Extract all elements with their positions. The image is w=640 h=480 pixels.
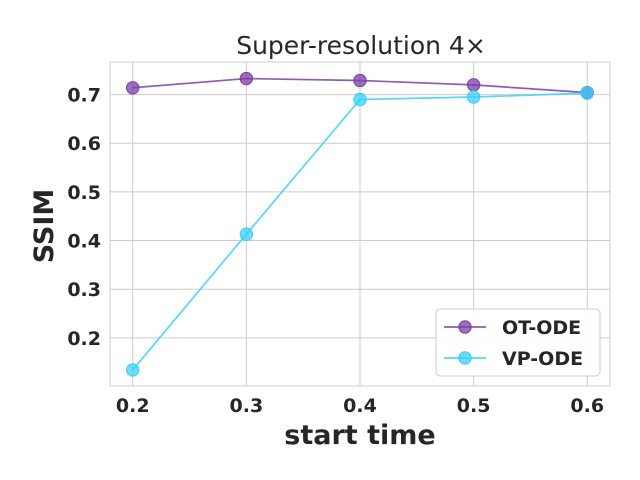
x-axis-label: start time bbox=[284, 420, 435, 451]
data-point bbox=[126, 363, 140, 377]
x-tick-label: 0.4 bbox=[343, 395, 377, 417]
y-tick-label: 0.7 bbox=[67, 85, 101, 107]
chart-title: Super-resolution 4× bbox=[236, 31, 486, 60]
legend-label: VP-ODE bbox=[502, 348, 583, 370]
legend-box bbox=[435, 308, 601, 377]
y-tick-label: 0.4 bbox=[67, 231, 101, 253]
data-point bbox=[353, 92, 367, 107]
data-point bbox=[466, 90, 481, 104]
data-point bbox=[580, 86, 594, 100]
data-point bbox=[239, 71, 254, 86]
y-tick-labels: 0.2 0.3 0.4 0.5 0.6 0.7 bbox=[67, 85, 101, 350]
legend-marker bbox=[458, 351, 472, 365]
data-point bbox=[126, 81, 140, 95]
series-layer bbox=[126, 71, 594, 377]
y-tick-label: 0.5 bbox=[67, 182, 101, 204]
y-tick-label: 0.3 bbox=[67, 279, 101, 301]
plot-frame bbox=[109, 61, 611, 387]
x-tick-label: 0.6 bbox=[570, 395, 604, 417]
y-tick-label: 0.6 bbox=[67, 133, 101, 155]
y-axis-label: SSIM bbox=[29, 189, 60, 264]
legend-label: OT-ODE bbox=[502, 317, 581, 339]
legend-item: OT-ODE bbox=[444, 317, 581, 339]
grid-lines bbox=[110, 62, 610, 386]
series-vp-ode bbox=[126, 86, 594, 377]
data-point bbox=[353, 73, 367, 88]
data-point bbox=[239, 227, 254, 241]
y-tick-label: 0.2 bbox=[67, 328, 101, 350]
legend: OT-ODE VP-ODE bbox=[435, 308, 601, 377]
data-point bbox=[466, 78, 481, 92]
x-tick-labels: 0.2 0.3 0.4 0.5 0.6 bbox=[116, 395, 604, 417]
x-tick-label: 0.3 bbox=[230, 395, 264, 417]
legend-item: VP-ODE bbox=[444, 348, 583, 370]
x-tick-label: 0.5 bbox=[457, 395, 491, 417]
legend-marker bbox=[458, 320, 472, 334]
x-tick-label: 0.2 bbox=[116, 395, 150, 417]
